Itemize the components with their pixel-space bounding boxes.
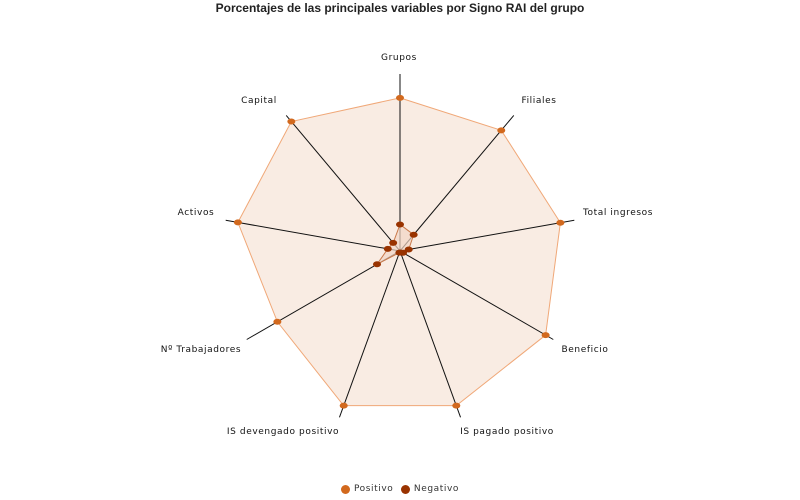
data-point-negativo[interactable] bbox=[383, 245, 392, 252]
axis-line bbox=[399, 250, 554, 340]
legend-label: Negativo bbox=[413, 484, 460, 494]
axis-label: IS pagado positivo bbox=[460, 427, 554, 437]
axis-label: Beneficio bbox=[562, 345, 609, 355]
data-point-negativo[interactable] bbox=[373, 261, 382, 268]
axis-label: IS devengado positivo bbox=[227, 427, 339, 437]
data-point-positivo[interactable] bbox=[287, 118, 296, 125]
data-point-positivo[interactable] bbox=[452, 402, 461, 409]
legend: Positivo Negativo bbox=[0, 484, 800, 497]
chart-title: Porcentajes de las principales variables… bbox=[215, 1, 585, 15]
data-point-positivo[interactable] bbox=[233, 219, 242, 226]
legend-item-negativo[interactable]: Negativo bbox=[400, 484, 460, 494]
axis-line bbox=[285, 115, 401, 252]
axis-labels: Grupos Filiales Total ingresos Beneficio IS … bbox=[161, 53, 653, 437]
data-point-negativo[interactable] bbox=[389, 239, 398, 246]
legend-item-positivo[interactable]: Positivo bbox=[340, 484, 394, 494]
data-point-negativo[interactable] bbox=[409, 231, 418, 238]
axis-line bbox=[338, 250, 401, 418]
data-point-positivo[interactable] bbox=[273, 318, 282, 325]
data-point-negativo[interactable] bbox=[404, 246, 413, 253]
axis-label: Grupos bbox=[381, 53, 417, 63]
axis-label: Nº Trabajadores bbox=[161, 345, 241, 355]
axis-line bbox=[399, 115, 515, 252]
series-points bbox=[233, 94, 565, 409]
legend-label: Positivo bbox=[353, 484, 394, 494]
data-point-negativo[interactable] bbox=[396, 221, 404, 228]
axis-line bbox=[399, 250, 462, 418]
axis-label: Activos bbox=[178, 208, 215, 218]
data-point-positivo[interactable] bbox=[497, 127, 506, 134]
radar-chart: Grupos Filiales Total ingresos Beneficio IS … bbox=[161, 53, 653, 437]
data-point-positivo[interactable] bbox=[541, 332, 550, 339]
data-point-negativo[interactable] bbox=[395, 249, 404, 256]
data-point-positivo[interactable] bbox=[396, 94, 404, 101]
positivo-marker-icon bbox=[340, 484, 350, 494]
negativo-marker-icon bbox=[400, 484, 410, 494]
axis-line bbox=[399, 219, 575, 252]
axis-line bbox=[225, 219, 401, 252]
data-point-positivo[interactable] bbox=[556, 219, 565, 226]
axis-label: Capital bbox=[241, 96, 277, 106]
data-point-positivo[interactable] bbox=[339, 402, 348, 409]
axis-label: Filiales bbox=[521, 96, 556, 106]
axis-label: Total ingresos bbox=[582, 208, 653, 218]
